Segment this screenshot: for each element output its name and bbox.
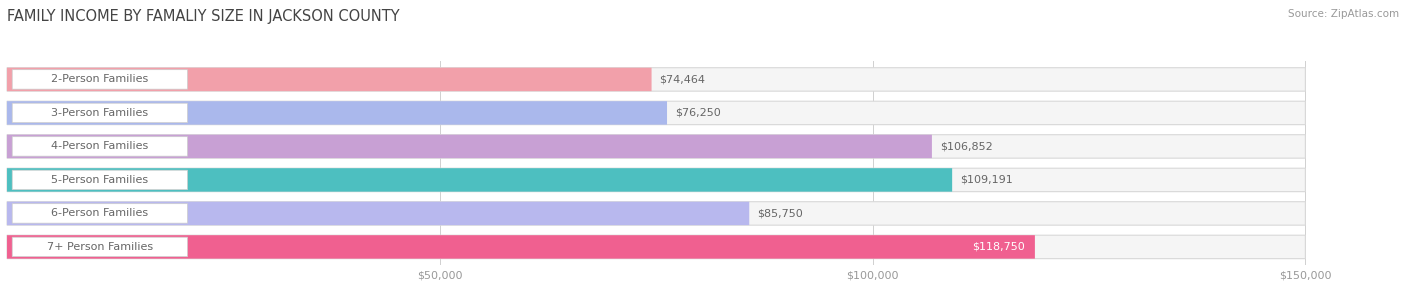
Text: $106,852: $106,852 [939,142,993,151]
Text: $74,464: $74,464 [659,74,706,84]
Text: 3-Person Families: 3-Person Families [51,108,149,118]
Text: FAMILY INCOME BY FAMALIY SIZE IN JACKSON COUNTY: FAMILY INCOME BY FAMALIY SIZE IN JACKSON… [7,9,399,24]
Text: $76,250: $76,250 [675,108,720,118]
Text: $109,191: $109,191 [960,175,1012,185]
Text: $85,750: $85,750 [756,208,803,218]
Text: 2-Person Families: 2-Person Families [51,74,149,84]
FancyBboxPatch shape [7,168,1305,192]
FancyBboxPatch shape [13,204,187,223]
FancyBboxPatch shape [7,101,1305,125]
FancyBboxPatch shape [7,235,1035,259]
FancyBboxPatch shape [13,170,187,190]
FancyBboxPatch shape [7,235,1305,259]
Text: 7+ Person Families: 7+ Person Families [46,242,153,252]
FancyBboxPatch shape [7,202,1305,225]
Text: $118,750: $118,750 [972,242,1025,252]
FancyBboxPatch shape [7,168,952,192]
FancyBboxPatch shape [7,202,749,225]
Text: Source: ZipAtlas.com: Source: ZipAtlas.com [1288,9,1399,19]
FancyBboxPatch shape [7,101,666,125]
FancyBboxPatch shape [7,135,932,158]
FancyBboxPatch shape [7,68,1305,91]
Text: 6-Person Families: 6-Person Families [51,208,149,218]
FancyBboxPatch shape [13,137,187,156]
FancyBboxPatch shape [13,103,187,123]
FancyBboxPatch shape [7,68,651,91]
FancyBboxPatch shape [13,237,187,257]
FancyBboxPatch shape [13,70,187,89]
Text: 5-Person Families: 5-Person Families [51,175,149,185]
FancyBboxPatch shape [7,135,1305,158]
Text: 4-Person Families: 4-Person Families [51,142,149,151]
